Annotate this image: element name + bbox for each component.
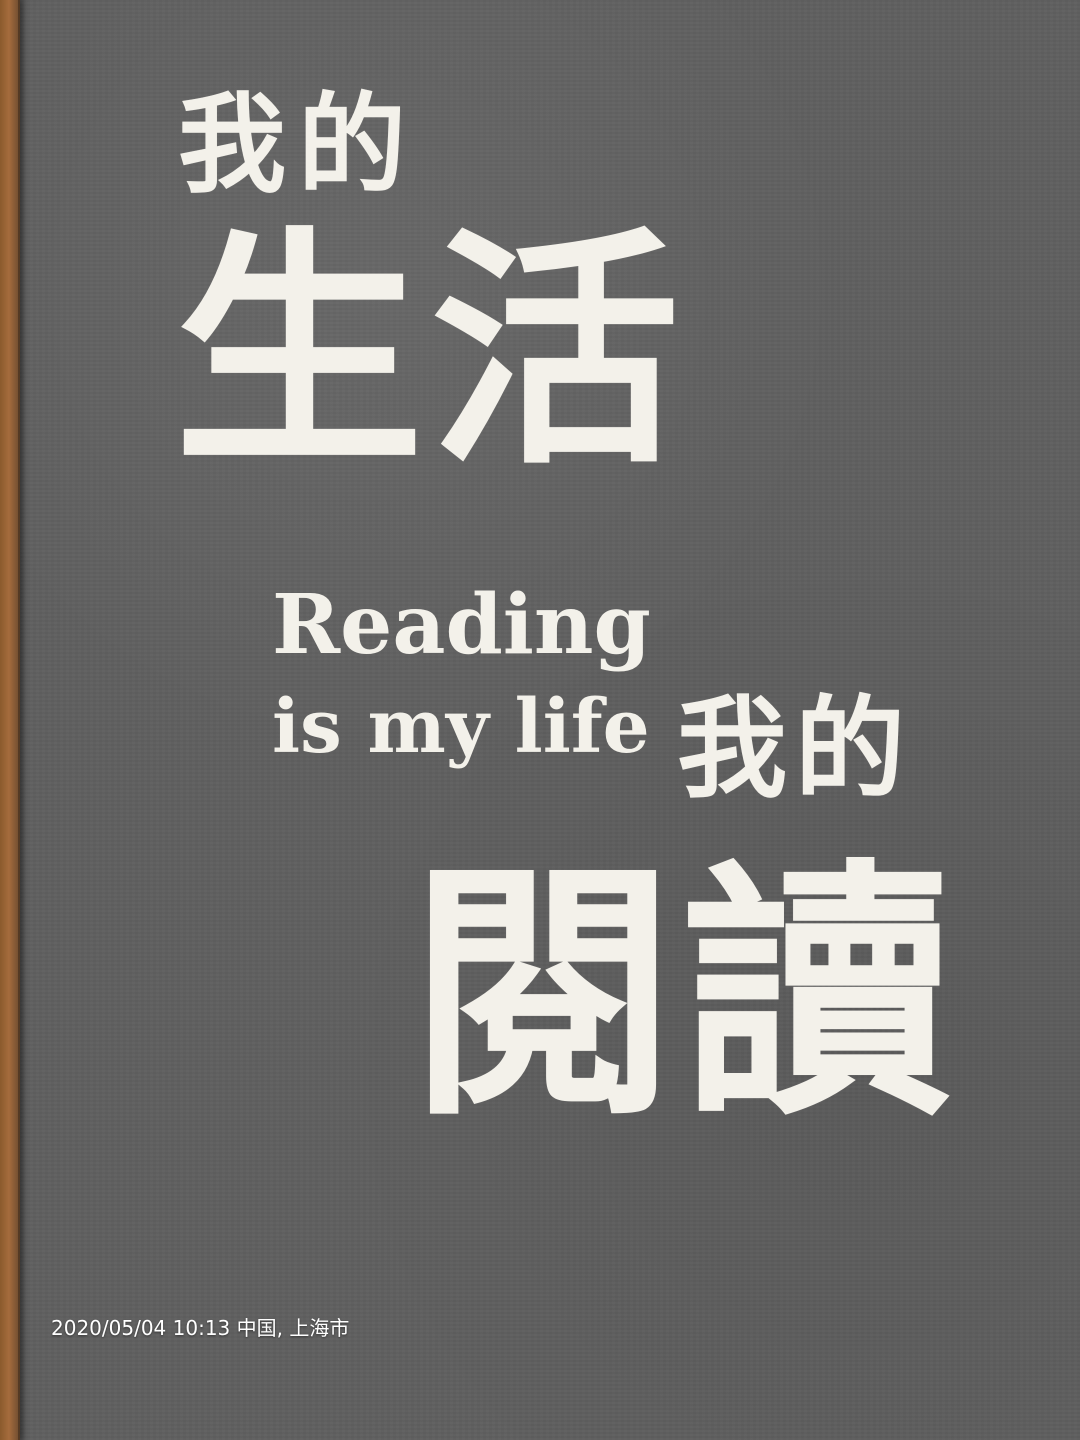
headline-line-3: 我的: [677, 685, 913, 813]
english-line-2: is my life: [272, 684, 650, 770]
headline-line-1: 我的: [178, 83, 419, 208]
board-shadow: [18, 0, 28, 1440]
wood-edge: [0, 0, 20, 1440]
headline-line-4: 閱讀: [408, 837, 956, 1152]
headline-line-2: 生活: [174, 207, 686, 498]
english-line-1: Reading: [272, 577, 651, 673]
photo-timestamp: 2020/05/04 10:13 中国, 上海市: [51, 1316, 350, 1340]
